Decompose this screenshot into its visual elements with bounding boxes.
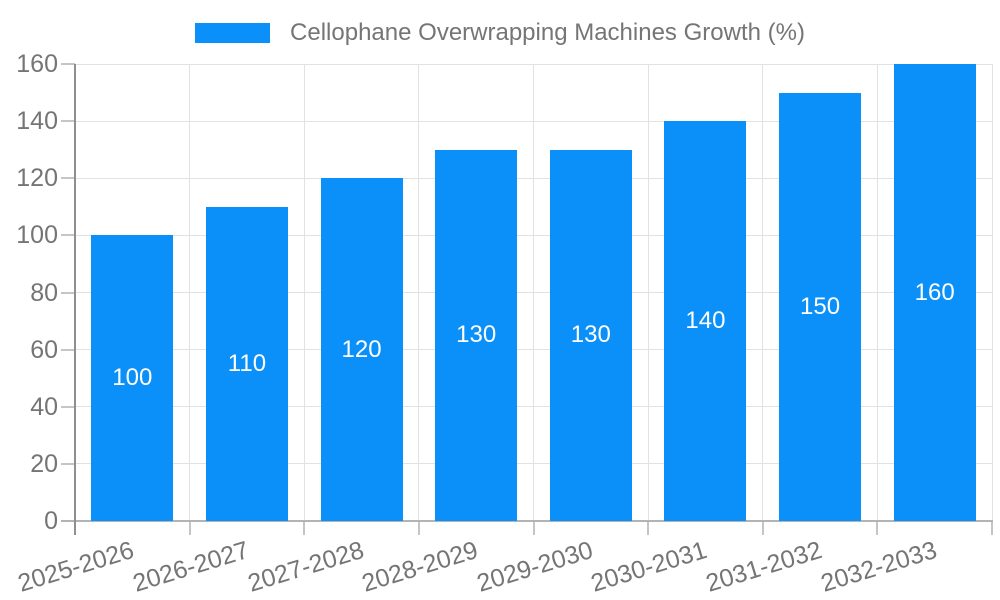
y-tick-label: 100 <box>16 221 58 250</box>
y-tick-label: 20 <box>30 449 58 478</box>
y-axis-tick <box>61 120 75 123</box>
x-axis-tick <box>761 521 764 535</box>
gridline-v <box>418 64 420 521</box>
bar-value-label: 150 <box>800 292 841 320</box>
legend-swatch <box>195 23 271 43</box>
x-axis-tick <box>303 521 306 535</box>
y-axis-line <box>74 64 76 535</box>
y-tick-label: 80 <box>30 278 58 307</box>
gridline-v <box>189 64 191 521</box>
gridline-v <box>533 64 534 521</box>
x-axis-tick <box>188 521 191 535</box>
y-tick-label: 120 <box>16 164 58 193</box>
y-tick-label: 140 <box>16 107 58 136</box>
y-axis-tick <box>61 462 75 465</box>
bar: 120 <box>320 178 403 521</box>
x-axis-tick <box>647 521 650 535</box>
bar-value-label: 120 <box>341 335 382 363</box>
bar-value-label: 130 <box>456 321 497 349</box>
y-tick-label: 60 <box>30 335 58 364</box>
y-axis-tick <box>61 63 75 65</box>
y-axis-tick <box>61 291 75 294</box>
bar: 150 <box>779 92 862 521</box>
gridline-v <box>876 64 878 521</box>
bar-value-label: 140 <box>685 307 726 335</box>
x-axis-tick <box>991 521 993 535</box>
x-axis-tick <box>532 521 535 535</box>
y-axis-tick <box>61 348 75 351</box>
gridline-v <box>991 64 993 521</box>
x-axis-tick <box>876 521 879 535</box>
bar-value-label: 160 <box>914 278 955 306</box>
bar: 110 <box>205 206 288 521</box>
bar-value-label: 100 <box>112 364 153 392</box>
legend-label: Cellophane Overwrapping Machines Growth … <box>290 19 805 46</box>
y-tick-label: 40 <box>30 392 58 421</box>
legend: Cellophane Overwrapping Machines Growth … <box>0 19 1000 46</box>
bar: 130 <box>549 149 632 521</box>
bar-value-label: 110 <box>227 349 267 377</box>
bar: 140 <box>664 121 747 521</box>
bar: 160 <box>893 64 976 521</box>
gridline-v <box>303 64 305 521</box>
y-axis-tick <box>61 234 75 237</box>
bar: 100 <box>91 235 174 521</box>
x-axis-tick <box>417 521 420 535</box>
y-tick-label: 0 <box>44 507 58 535</box>
x-axis-line <box>61 520 993 522</box>
y-axis-tick <box>61 177 75 180</box>
y-axis-tick <box>61 405 75 408</box>
gridline-v <box>762 64 764 521</box>
bar-value-label: 130 <box>570 321 611 349</box>
gridline-v <box>647 64 649 521</box>
bar: 130 <box>435 149 518 521</box>
y-tick-label: 160 <box>16 50 58 78</box>
